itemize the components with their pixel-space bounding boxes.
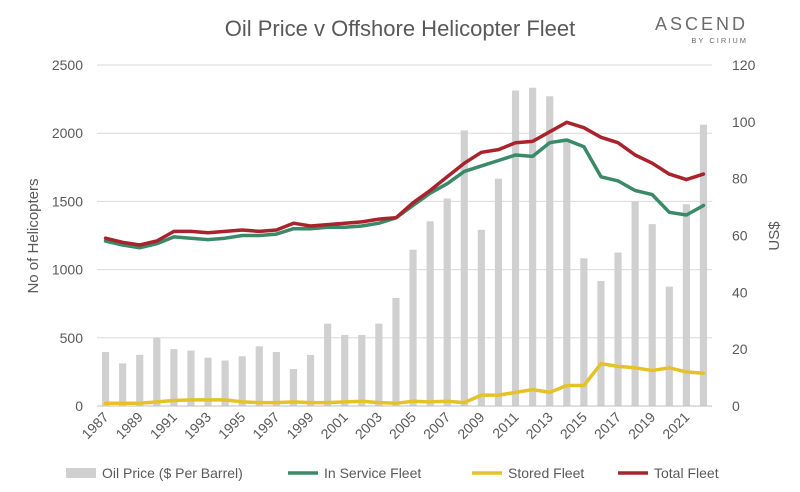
y-right-tick-label: 120 xyxy=(732,57,756,73)
x-tick-label: 2009 xyxy=(454,409,487,442)
oil-price-bar xyxy=(341,334,349,406)
oil-price-bar xyxy=(375,323,383,406)
brand-logo: ASCEND BY CIRIUM xyxy=(655,14,748,45)
legend-label: Oil Price ($ Per Barrel) xyxy=(102,465,243,481)
x-tick-label: 1999 xyxy=(283,409,316,442)
x-tick-label: 2021 xyxy=(659,409,692,442)
stored-fleet-line xyxy=(103,361,706,406)
legend-label: In Service Fleet xyxy=(324,465,421,481)
oil-price-bar xyxy=(289,369,298,406)
oil-price-bar xyxy=(631,201,639,406)
oil-price-bar xyxy=(119,363,127,406)
brand-name: ASCEND xyxy=(654,14,748,34)
x-tick-label: 1995 xyxy=(215,409,248,442)
y-left-tick-label: 500 xyxy=(60,330,84,346)
x-tick-label: 2001 xyxy=(317,409,350,442)
y-left-tick-label: 2000 xyxy=(52,125,83,141)
oil-price-bar xyxy=(665,286,673,406)
y-left-tick-label: 1500 xyxy=(52,193,83,209)
oil-price-bar xyxy=(324,323,332,406)
x-tick-label: 2007 xyxy=(420,409,453,442)
chart-title: Oil Price v Offshore Helicopter Fleet xyxy=(225,16,576,41)
x-tick-label: 1991 xyxy=(147,409,180,442)
oil-price-bar xyxy=(153,337,161,406)
y-left-tick-label: 1000 xyxy=(52,262,83,278)
x-tick-label: 1997 xyxy=(249,409,282,442)
oil-price-bar xyxy=(597,280,605,406)
oil-price-bar xyxy=(136,354,144,406)
x-tick-label: 1987 xyxy=(78,409,111,442)
oil-price-bar xyxy=(426,221,434,406)
oil-price-bar xyxy=(477,229,485,406)
oil-price-bar xyxy=(546,96,554,406)
x-tick-label: 2017 xyxy=(591,409,624,442)
oil-price-bar xyxy=(272,352,280,406)
brand-subtitle: BY CIRIUM xyxy=(691,36,748,45)
y-right-tick-label: 20 xyxy=(732,341,748,357)
y-left-tick-label: 2500 xyxy=(52,57,83,73)
oil-price-bar xyxy=(187,350,195,406)
oil-price-bar xyxy=(682,204,690,406)
x-tick-label: 2019 xyxy=(625,409,658,442)
oil-price-bar xyxy=(238,356,246,406)
oil-price-bar xyxy=(699,124,708,407)
oil-price-bar xyxy=(101,352,110,406)
legend-label: Stored Fleet xyxy=(508,465,584,481)
y-axis-left-label: No of Helicopters xyxy=(25,178,42,293)
x-tick-label: 2011 xyxy=(489,409,522,442)
oil-price-bar xyxy=(648,224,656,406)
y-axis-right-label: US$ xyxy=(766,221,783,251)
y-right-tick-label: 60 xyxy=(732,228,748,244)
y-right-tick-label: 100 xyxy=(732,114,756,130)
legend-label: Total Fleet xyxy=(654,465,719,481)
oil-price-bars xyxy=(101,87,708,407)
oil-price-bar xyxy=(563,138,571,406)
oil-price-bar xyxy=(511,90,520,406)
gridlines xyxy=(97,64,712,339)
x-tick-label: 1993 xyxy=(181,409,214,442)
x-tick-label: 2003 xyxy=(352,409,385,442)
oil-price-bar xyxy=(529,87,537,406)
y-left-tick-label: 0 xyxy=(75,398,83,414)
oil-price-bar xyxy=(392,298,400,406)
legend-swatch-oil-price xyxy=(66,468,96,478)
x-tick-label: 2015 xyxy=(557,409,590,442)
oil-price-bar xyxy=(580,258,588,406)
fleet-lines xyxy=(103,120,706,406)
x-tick-label: 2013 xyxy=(522,409,555,442)
oil-price-bar xyxy=(255,346,263,406)
oil-price-bar xyxy=(409,249,417,406)
x-tick-label: 1989 xyxy=(112,409,145,442)
y-right-tick-label: 40 xyxy=(732,284,748,300)
oil-price-bar xyxy=(443,198,451,406)
y-right-tick-label: 0 xyxy=(732,398,740,414)
oil-price-bar xyxy=(221,360,229,406)
oil-price-bar xyxy=(460,130,468,406)
oil-price-bar xyxy=(358,334,366,406)
oil-price-bar xyxy=(494,178,503,406)
oil-price-bar xyxy=(204,357,212,406)
total-fleet-line xyxy=(103,120,706,247)
x-tick-label: 2005 xyxy=(386,409,419,442)
y-right-tick-label: 80 xyxy=(732,171,748,187)
oil-price-bar xyxy=(170,349,178,406)
oil-price-bar xyxy=(306,354,315,406)
oil-price-bar xyxy=(614,252,622,406)
legend: Oil Price ($ Per Barrel) In Service Fleet… xyxy=(66,465,719,481)
